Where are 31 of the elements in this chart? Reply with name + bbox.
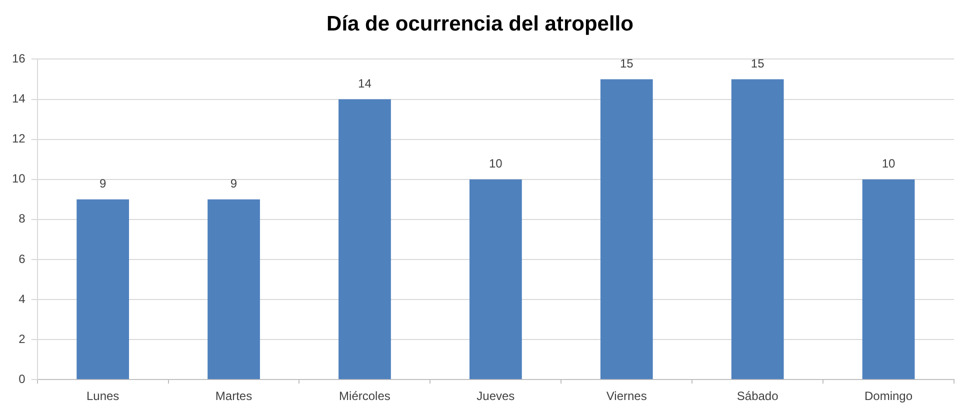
y-tick-label: 0 (18, 372, 26, 386)
y-tick-label: 2 (18, 332, 26, 346)
y-tick-label: 12 (12, 132, 26, 146)
x-tick-label: Miércoles (339, 389, 390, 404)
x-tick-label: Lunes (86, 389, 120, 404)
y-tick-label: 10 (12, 172, 26, 186)
bar (338, 99, 391, 380)
y-tick-label: 16 (12, 52, 26, 66)
bar (208, 199, 260, 380)
x-tick-label: Martes (215, 389, 252, 404)
x-tick-label: Domingo (864, 389, 913, 404)
y-tick-label: 14 (12, 92, 26, 106)
x-tick-label: Sábado (736, 389, 779, 404)
x-tick-label: Jueves (476, 389, 515, 404)
y-tick-label: 8 (18, 212, 26, 226)
bar (862, 179, 915, 380)
chart-title: Día de ocurrencia del atropello (326, 12, 634, 36)
data-label: 14 (358, 76, 372, 91)
data-label: 10 (488, 156, 503, 171)
bar (76, 199, 130, 380)
data-label: 15 (620, 56, 634, 71)
data-label: 9 (99, 176, 106, 191)
y-tick-label: 6 (18, 252, 26, 266)
data-label: 15 (750, 56, 765, 71)
x-tick-label: Viernes (606, 389, 647, 404)
data-label: 10 (882, 156, 896, 171)
data-label: 9 (230, 176, 238, 191)
y-tick-label: 4 (18, 292, 26, 306)
bar (731, 79, 784, 380)
bar (600, 79, 653, 380)
bar (469, 179, 522, 380)
